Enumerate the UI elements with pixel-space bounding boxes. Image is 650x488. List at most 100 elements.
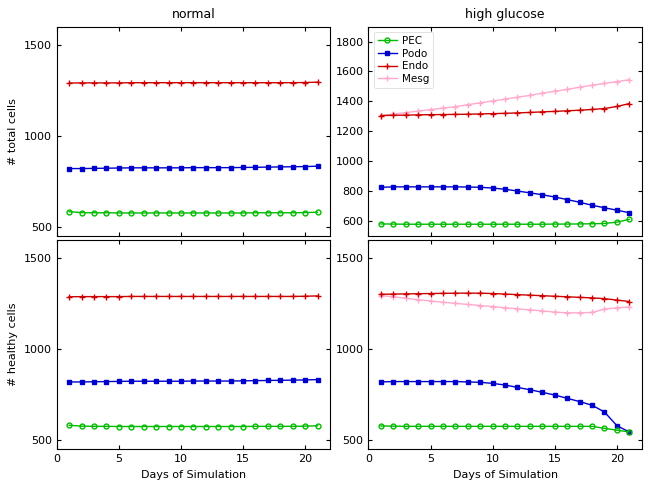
Endo — [538, 109, 546, 115]
Endo — [613, 103, 621, 109]
PEC — [538, 424, 546, 429]
Endo — [625, 299, 633, 305]
Endo — [227, 80, 235, 85]
PEC — [227, 210, 235, 216]
PEC — [239, 424, 247, 429]
PEC — [65, 209, 73, 215]
Mesg — [526, 93, 534, 99]
Podo — [152, 165, 160, 171]
PEC — [289, 424, 296, 429]
Endo — [152, 293, 160, 299]
Line: Podo: Podo — [378, 379, 632, 434]
Line: PEC: PEC — [67, 423, 320, 429]
PEC — [65, 422, 73, 428]
Endo — [625, 101, 633, 106]
PEC — [103, 210, 111, 216]
PEC — [189, 210, 197, 216]
X-axis label: Days of Simulation: Days of Simulation — [141, 469, 246, 480]
Mesg — [426, 107, 434, 113]
Mesg — [452, 103, 460, 109]
Endo — [564, 294, 571, 300]
PEC — [289, 210, 296, 216]
Endo — [426, 290, 434, 296]
Podo — [402, 184, 410, 190]
Podo — [202, 165, 210, 171]
PEC — [564, 221, 571, 227]
Podo — [588, 203, 596, 208]
Endo — [402, 291, 410, 297]
Mesg — [551, 309, 558, 315]
PEC — [78, 210, 86, 216]
Mesg — [601, 81, 608, 86]
Podo — [313, 163, 321, 169]
Endo — [588, 295, 596, 301]
PEC — [252, 424, 259, 429]
PEC — [501, 221, 509, 227]
Endo — [514, 110, 521, 116]
Mesg — [564, 310, 571, 316]
Podo — [414, 184, 422, 190]
Endo — [202, 80, 210, 85]
Podo — [389, 379, 397, 385]
PEC — [551, 424, 558, 429]
PEC — [476, 424, 484, 429]
Mesg — [501, 305, 509, 311]
PEC — [164, 210, 172, 216]
PEC — [90, 210, 98, 216]
Endo — [301, 80, 309, 85]
PEC — [538, 221, 546, 227]
PEC — [402, 424, 410, 429]
Endo — [452, 290, 460, 296]
PEC — [489, 424, 497, 429]
Endo — [127, 293, 135, 299]
Endo — [426, 112, 434, 118]
Endo — [452, 111, 460, 117]
Line: Endo: Endo — [378, 290, 632, 305]
Podo — [65, 165, 73, 171]
Podo — [452, 379, 460, 385]
Endo — [227, 293, 235, 299]
Mesg — [426, 298, 434, 304]
Podo — [426, 184, 434, 190]
Podo — [140, 378, 148, 384]
PEC — [402, 221, 410, 227]
PEC — [313, 209, 321, 215]
PEC — [103, 424, 111, 429]
Podo — [90, 379, 98, 385]
Endo — [252, 80, 259, 85]
Mesg — [613, 79, 621, 84]
Mesg — [526, 307, 534, 313]
Endo — [538, 293, 546, 299]
Podo — [514, 385, 521, 390]
Endo — [313, 79, 321, 85]
Podo — [214, 165, 222, 171]
Podo — [239, 378, 247, 384]
Podo — [377, 184, 385, 190]
Podo — [514, 188, 521, 194]
Endo — [239, 293, 247, 299]
Mesg — [538, 90, 546, 96]
Endo — [214, 293, 222, 299]
Endo — [489, 290, 497, 296]
Endo — [252, 293, 259, 299]
Podo — [501, 382, 509, 388]
Podo — [476, 184, 484, 190]
Endo — [551, 108, 558, 114]
Podo — [227, 378, 235, 384]
Line: Endo: Endo — [378, 101, 632, 119]
Podo — [103, 379, 111, 385]
Podo — [189, 378, 197, 384]
Mesg — [514, 306, 521, 312]
Line: PEC: PEC — [378, 217, 632, 226]
Endo — [414, 291, 422, 297]
Mesg — [414, 297, 422, 303]
Podo — [164, 165, 172, 171]
Mesg — [489, 304, 497, 309]
PEC — [152, 210, 160, 216]
Podo — [551, 194, 558, 200]
Endo — [588, 106, 596, 112]
Mesg — [389, 111, 397, 117]
PEC — [264, 210, 272, 216]
Endo — [439, 112, 447, 118]
Mesg — [377, 113, 385, 119]
